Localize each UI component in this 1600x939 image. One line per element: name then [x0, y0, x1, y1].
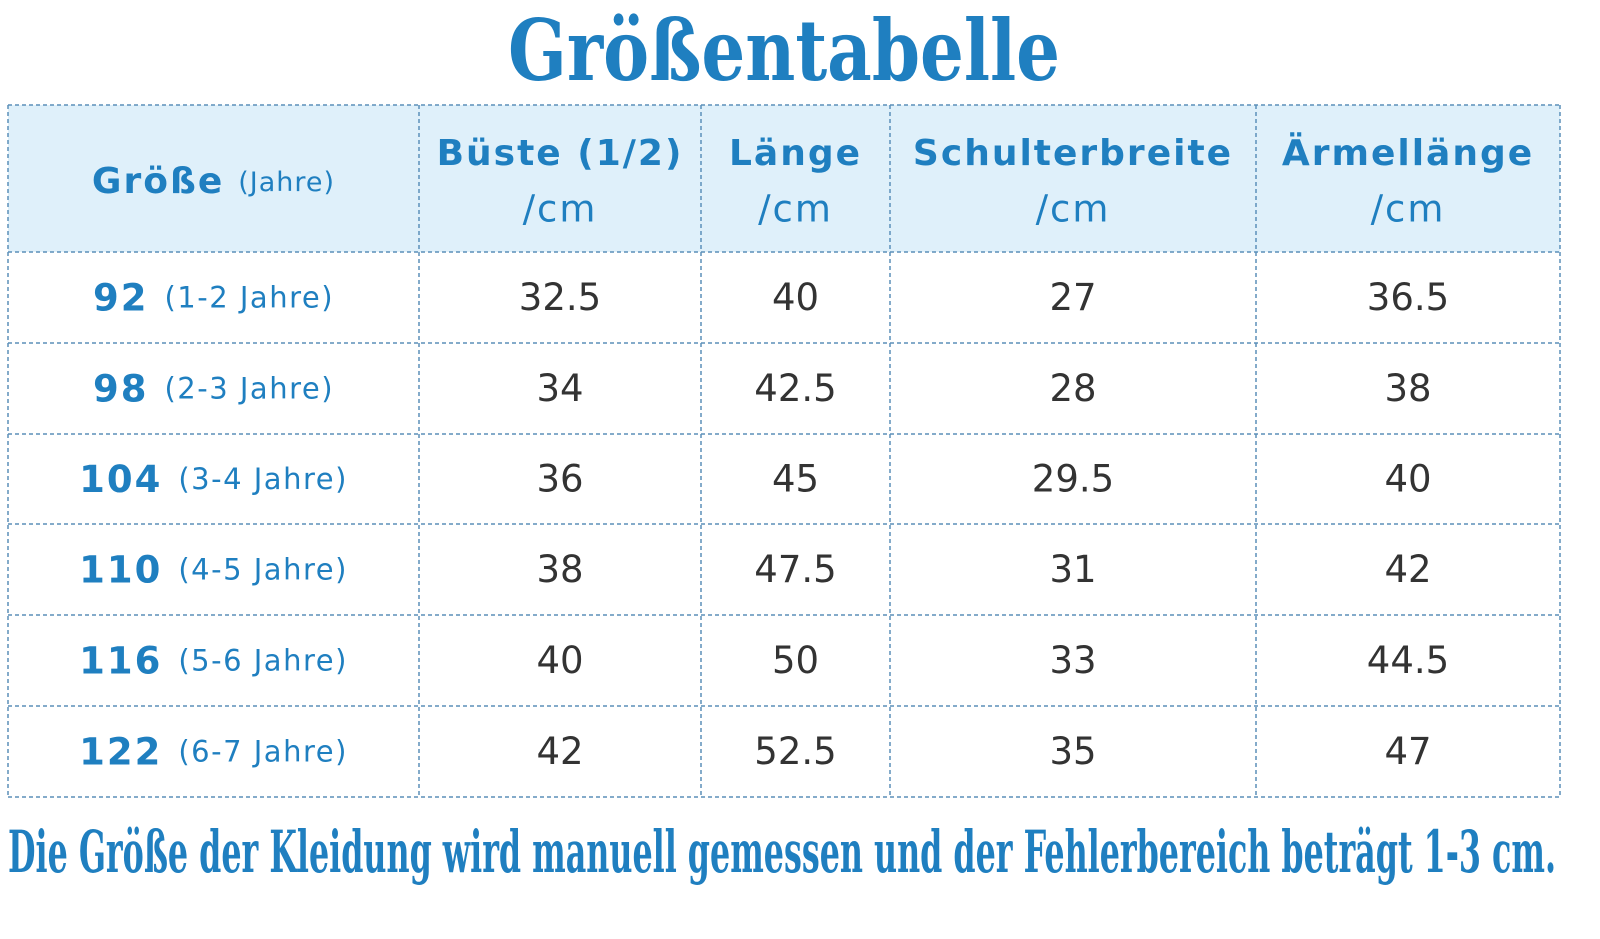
header-main: Schulterbreite: [913, 133, 1233, 174]
measurement: 52.5: [754, 730, 836, 773]
measurement: 50: [772, 639, 819, 682]
header-sub: /cm: [758, 188, 833, 231]
measurement: 27: [1049, 276, 1096, 319]
measurement: 40: [772, 276, 819, 319]
measurement: 34: [536, 367, 583, 410]
header-main: Größe: [92, 161, 224, 202]
measurement: 42: [536, 730, 583, 773]
measurement: 47.5: [754, 548, 836, 591]
header-main: Ärmellänge: [1282, 132, 1534, 174]
size: 92: [93, 276, 149, 319]
measurement: 45: [772, 458, 819, 501]
size-cell: 116 (5-6 Jahre): [79, 639, 348, 682]
size: 122: [79, 730, 162, 773]
header-sub: /cm: [1036, 188, 1111, 231]
header-main: Länge: [729, 133, 862, 174]
header-background: [8, 105, 1560, 252]
age: (2-3 Jahre): [164, 372, 334, 406]
age: (1-2 Jahre): [164, 281, 334, 315]
measurement: 35: [1049, 730, 1096, 773]
measurement: 31: [1049, 548, 1096, 591]
size-cell: 92 (1-2 Jahre): [93, 276, 334, 319]
measurement: 38: [536, 548, 583, 591]
measurement: 40: [1384, 458, 1431, 501]
measurement: 36: [536, 458, 583, 501]
age: (6-7 Jahre): [178, 735, 348, 769]
measurement: 42.5: [754, 367, 836, 410]
measurement: 42: [1384, 548, 1431, 591]
measurement: 33: [1049, 639, 1096, 682]
size: 110: [79, 548, 162, 591]
header-cell: Größe (Jahre): [92, 161, 335, 202]
size-cell: 104 (3-4 Jahre): [79, 458, 348, 501]
measurement: 40: [536, 639, 583, 682]
size-cell: 98 (2-3 Jahre): [93, 367, 334, 410]
size: 116: [79, 639, 162, 682]
age: (5-6 Jahre): [178, 644, 348, 678]
age: (4-5 Jahre): [178, 553, 348, 587]
measurement: 28: [1049, 367, 1096, 410]
size-cell: 122 (6-7 Jahre): [79, 730, 348, 773]
size: 98: [93, 367, 149, 410]
measurement: 47: [1384, 730, 1431, 773]
measurement: 29.5: [1032, 458, 1114, 501]
header-sub: (Jahre): [238, 167, 335, 198]
age: (3-4 Jahre): [178, 462, 348, 496]
measurement: 38: [1384, 367, 1431, 410]
size-cell: 110 (4-5 Jahre): [79, 548, 348, 591]
note: Die Größe der Kleidung wird manuell geme…: [8, 818, 1556, 886]
size: 104: [79, 458, 162, 501]
header-sub: /cm: [1371, 188, 1446, 231]
header-main: Büste (1/2): [437, 133, 684, 174]
measurement: 44.5: [1367, 639, 1449, 682]
measurement: 32.5: [519, 276, 601, 319]
measurement: 36.5: [1367, 276, 1449, 319]
title: Größentabelle: [508, 1, 1060, 100]
header-sub: /cm: [523, 188, 598, 231]
